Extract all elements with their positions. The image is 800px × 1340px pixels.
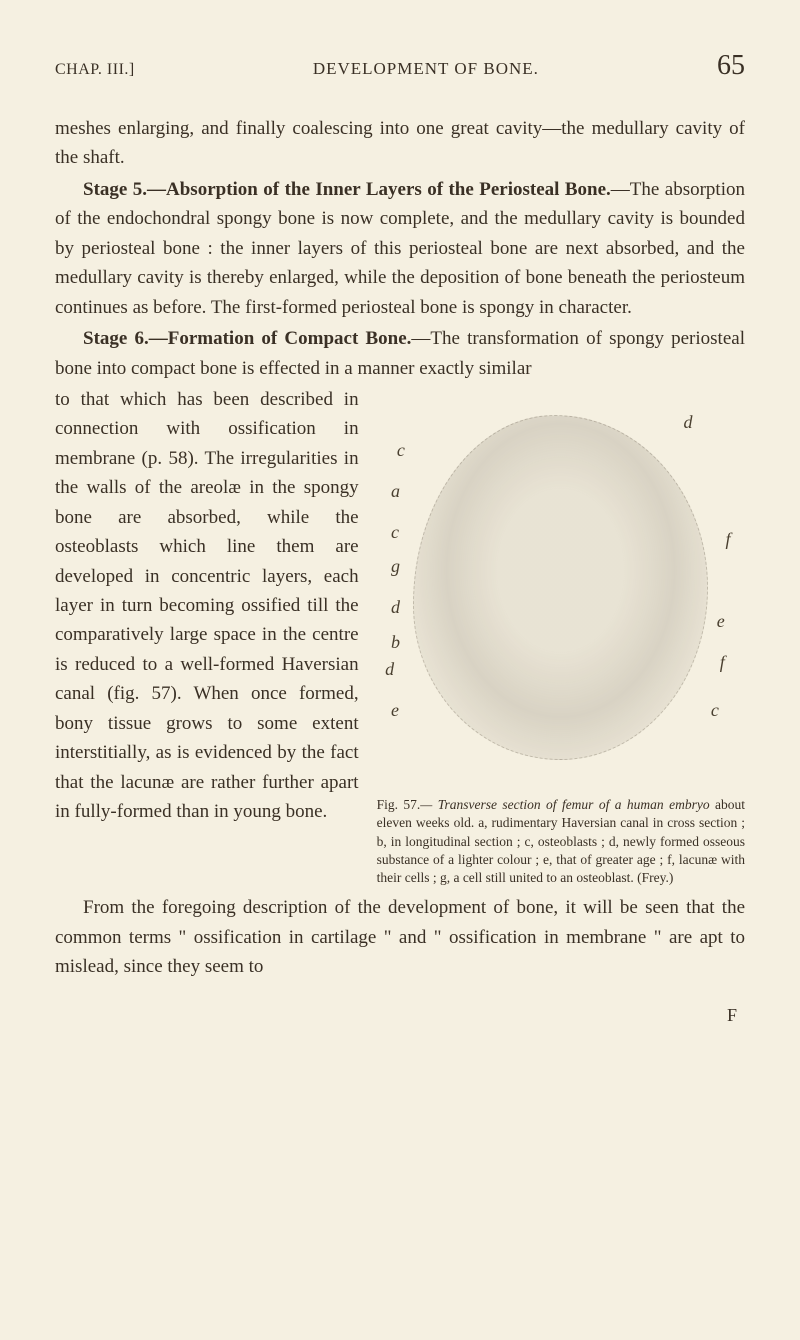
stage6-heading: Stage 6.—Formation of Compact Bone. <box>83 328 411 349</box>
figure-column: d a c c g d b d e f e f c Fig. 57.— Tran… <box>377 385 745 887</box>
fig-label-d-top: d <box>684 409 693 437</box>
fig-label-f-top: f <box>726 526 731 554</box>
figure-57: d a c c g d b d e f e f c <box>377 385 745 790</box>
paragraph-4: From the foregoing description of the de… <box>55 893 745 981</box>
stage5-heading: Stage 5.—Absorption of the Inner Layers … <box>83 179 611 200</box>
signature-mark: F <box>55 1002 745 1030</box>
fig-label-c-bottom: c <box>711 697 719 725</box>
caption-lead: Fig. 57. <box>377 797 421 812</box>
wrapped-text-column: to that which has been described in conn… <box>55 385 359 887</box>
paragraph-1-text: meshes enlarging, and finally coalescing… <box>55 118 745 168</box>
body-content: meshes enlarging, and finally coalescing… <box>55 114 745 1029</box>
fig-label-c-mid: c <box>391 519 399 547</box>
fig-label-f-right: f <box>720 649 725 677</box>
caption-title: — Transverse section of femur of a human… <box>420 797 709 812</box>
paragraph-4-text: From the foregoing description of the de… <box>55 897 745 977</box>
chapter-label: CHAP. III.] <box>55 61 135 79</box>
fig-label-d-left: d <box>391 594 400 622</box>
fig-label-g: g <box>391 553 400 581</box>
fig-label-e-right: e <box>717 608 725 636</box>
paragraph-1: meshes enlarging, and finally coalescing… <box>55 114 745 173</box>
fig-label-b: b <box>391 629 400 657</box>
fig-label-e-left: e <box>391 697 399 725</box>
fig-label-c-top: c <box>397 437 405 465</box>
fig-label-d-bottom: d <box>385 656 394 684</box>
paragraph-3-body: to that which has been described in conn… <box>55 389 359 822</box>
paragraph-3-intro: Stage 6.—Formation of Compact Bone.—The … <box>55 324 745 383</box>
fig-label-a: a <box>391 478 400 506</box>
page-header: CHAP. III.] DEVELOPMENT OF BONE. 65 <box>55 50 745 82</box>
paragraph-2: Stage 5.—Absorption of the Inner Layers … <box>55 175 745 322</box>
figure-caption: Fig. 57.— Transverse section of femur of… <box>377 796 745 887</box>
bone-section-diagram: d a c c g d b d e f e f c <box>413 415 708 759</box>
page-number: 65 <box>717 50 745 82</box>
text-figure-wrap: to that which has been described in conn… <box>55 385 745 887</box>
running-title: DEVELOPMENT OF BONE. <box>313 59 539 79</box>
